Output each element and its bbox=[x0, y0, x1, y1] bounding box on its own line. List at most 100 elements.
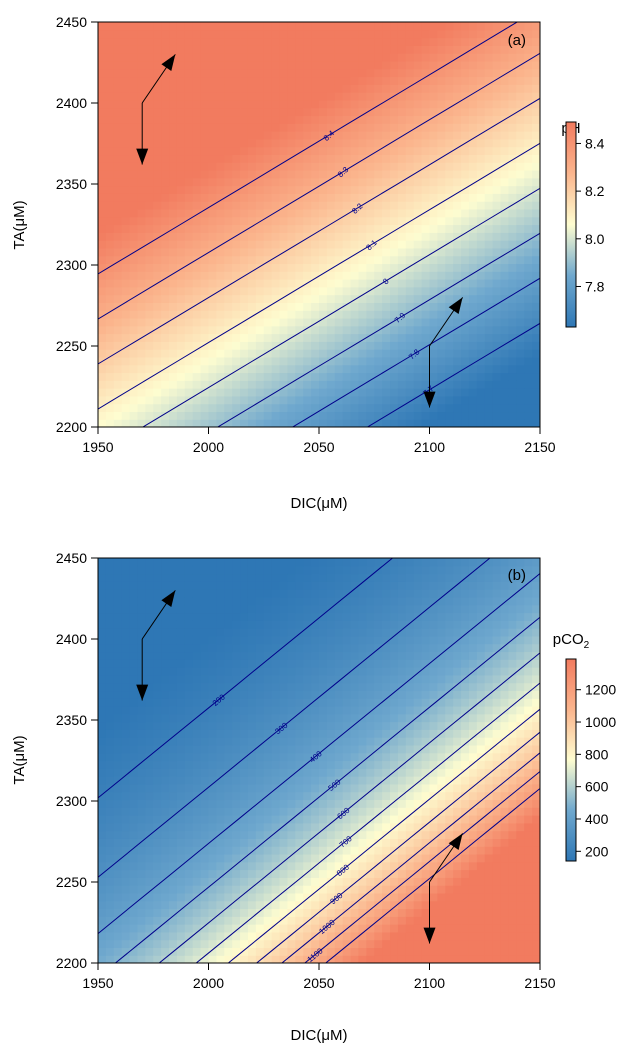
field-cell bbox=[200, 651, 210, 660]
field-cell bbox=[295, 892, 304, 902]
field-cell bbox=[319, 558, 328, 567]
field-cell bbox=[279, 388, 289, 397]
field-cell bbox=[287, 713, 296, 723]
field-cell bbox=[169, 60, 178, 70]
field-cell bbox=[255, 885, 265, 894]
field-cell bbox=[153, 372, 162, 381]
field-cell bbox=[176, 294, 186, 303]
field-cell bbox=[366, 162, 375, 171]
field-cell bbox=[208, 635, 217, 645]
field-cell bbox=[208, 403, 217, 413]
field-cell bbox=[176, 107, 186, 117]
field-cell bbox=[153, 302, 162, 311]
field-cell bbox=[240, 698, 249, 707]
field-cell bbox=[129, 317, 139, 327]
field-cell bbox=[390, 29, 399, 39]
field-cell bbox=[113, 573, 123, 582]
field-cell bbox=[319, 604, 328, 614]
field-cell bbox=[263, 294, 273, 303]
field-cell bbox=[98, 737, 107, 746]
field-cell bbox=[492, 92, 502, 101]
field-cell bbox=[247, 53, 257, 62]
field-cell bbox=[232, 169, 241, 179]
field-cell bbox=[342, 877, 352, 886]
field-cell bbox=[129, 729, 139, 738]
field-cell bbox=[342, 628, 352, 637]
field-cell bbox=[153, 635, 162, 645]
field-cell bbox=[358, 877, 367, 886]
field-cell bbox=[192, 123, 202, 132]
field-cell bbox=[216, 822, 225, 832]
field-cell bbox=[374, 216, 383, 226]
field-cell bbox=[153, 162, 162, 171]
field-cell bbox=[232, 596, 241, 606]
field-cell bbox=[216, 705, 225, 715]
field-cell bbox=[113, 53, 123, 62]
field-cell bbox=[287, 380, 296, 389]
field-cell bbox=[445, 380, 454, 389]
field-cell bbox=[153, 349, 162, 358]
field-cell bbox=[247, 885, 257, 894]
field-cell bbox=[98, 255, 107, 265]
field-cell bbox=[524, 53, 533, 62]
field-cell bbox=[303, 60, 312, 70]
field-cell bbox=[382, 869, 391, 878]
field-cell bbox=[492, 53, 502, 62]
field-cell bbox=[390, 682, 399, 692]
field-cell bbox=[255, 744, 265, 754]
field-cell bbox=[279, 635, 289, 645]
field-cell bbox=[145, 612, 154, 621]
field-cell bbox=[98, 115, 107, 124]
field-cell bbox=[295, 682, 304, 692]
field-cell bbox=[216, 690, 225, 699]
field-cell bbox=[429, 395, 438, 405]
field-cell bbox=[405, 349, 415, 358]
field-cell bbox=[279, 419, 289, 427]
field-cell bbox=[176, 22, 186, 31]
field-cell bbox=[176, 721, 186, 730]
field-cell bbox=[397, 22, 407, 31]
field-cell bbox=[366, 341, 375, 350]
field-cell bbox=[105, 138, 115, 148]
field-cell bbox=[121, 565, 131, 575]
field-cell bbox=[319, 279, 328, 288]
field-cell bbox=[224, 45, 233, 54]
field-cell bbox=[287, 115, 296, 124]
field-cell bbox=[476, 107, 486, 117]
field-cell bbox=[184, 729, 194, 738]
field-cell bbox=[271, 356, 281, 366]
field-cell bbox=[468, 294, 478, 303]
field-cell bbox=[200, 201, 210, 210]
field-cell bbox=[105, 885, 115, 894]
field-cell bbox=[429, 263, 438, 272]
field-cell bbox=[350, 869, 360, 878]
field-cell bbox=[500, 76, 510, 85]
field-cell bbox=[453, 341, 462, 350]
field-cell bbox=[311, 721, 320, 730]
field-cell bbox=[169, 760, 178, 769]
field-cell bbox=[200, 713, 210, 723]
field-cell bbox=[319, 395, 328, 405]
field-cell bbox=[461, 115, 470, 124]
field-cell bbox=[326, 263, 336, 272]
field-cell bbox=[366, 861, 375, 871]
field-cell bbox=[216, 916, 225, 925]
field-cell bbox=[169, 286, 178, 296]
field-cell bbox=[287, 37, 296, 46]
field-cell bbox=[303, 240, 312, 249]
field-cell bbox=[390, 208, 399, 218]
field-cell bbox=[295, 162, 304, 171]
field-cell bbox=[105, 908, 115, 917]
field-cell bbox=[350, 240, 360, 249]
field-cell bbox=[279, 620, 289, 629]
field-cell bbox=[169, 931, 178, 941]
field-cell bbox=[413, 364, 423, 374]
field-cell bbox=[366, 752, 375, 762]
field-cell bbox=[350, 682, 360, 692]
field-cell bbox=[113, 138, 123, 148]
field-cell bbox=[476, 341, 486, 350]
field-cell bbox=[176, 892, 186, 902]
field-cell bbox=[287, 596, 296, 606]
field-cell bbox=[255, 558, 265, 567]
field-cell bbox=[208, 698, 217, 707]
